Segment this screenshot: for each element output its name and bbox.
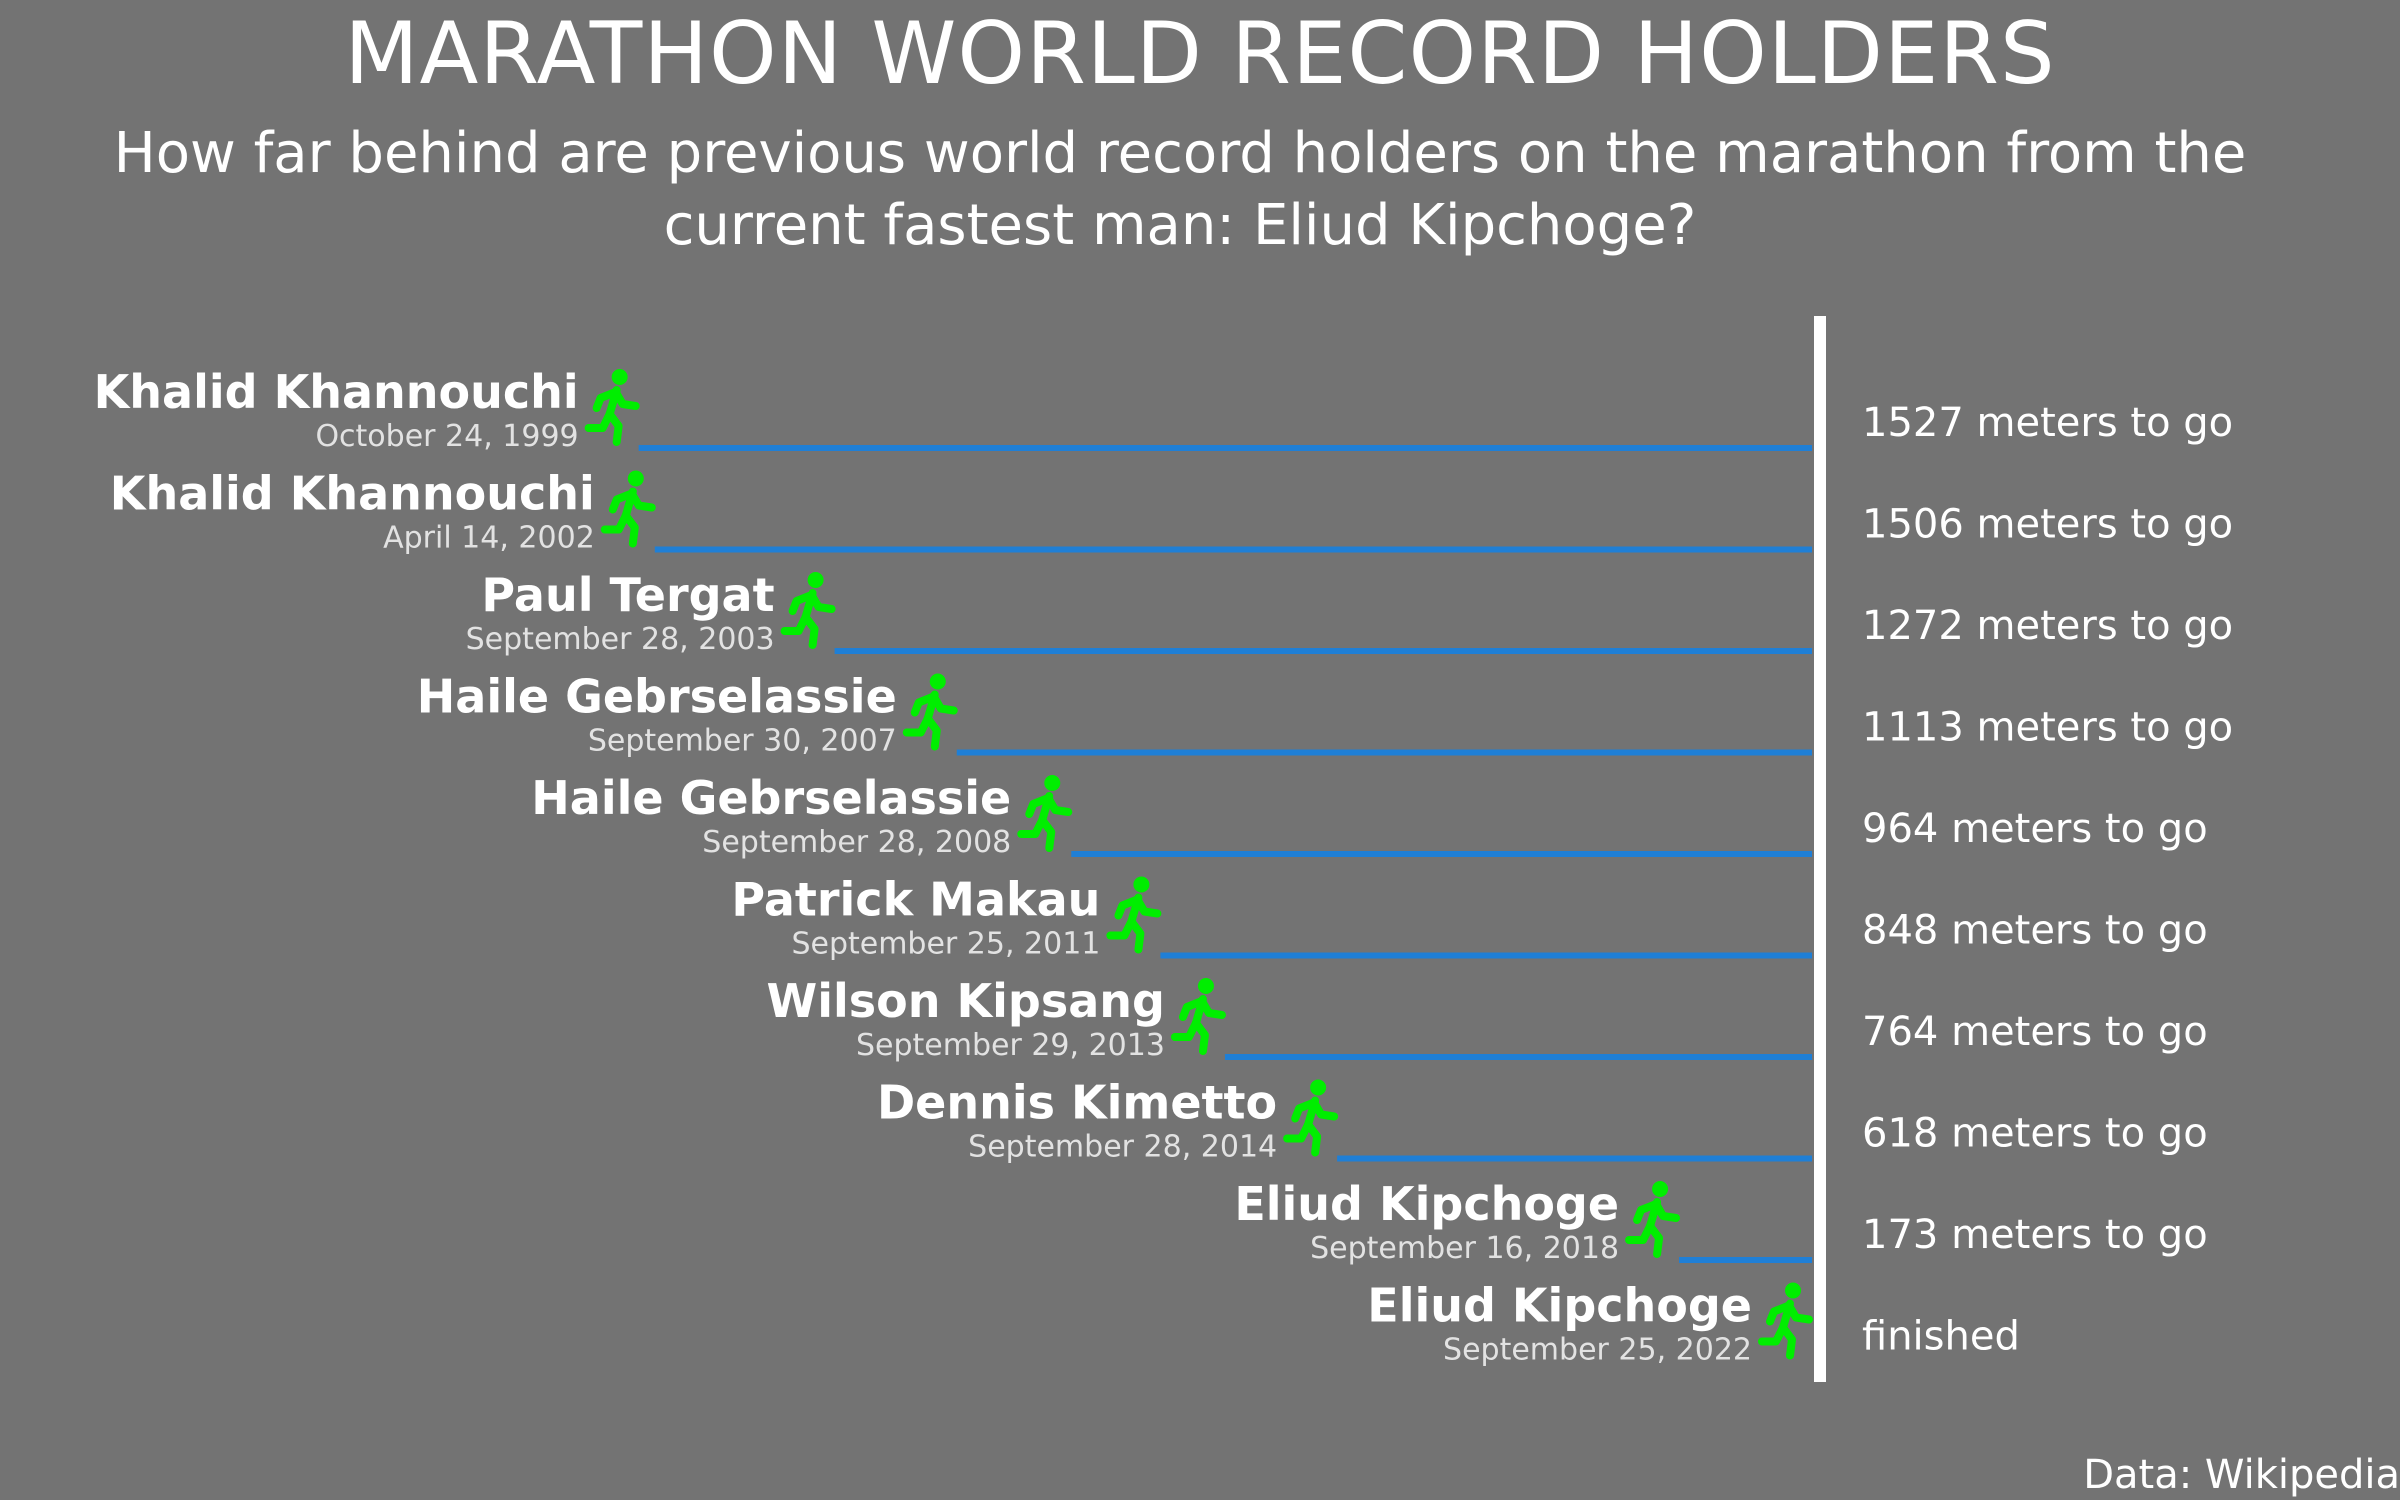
runner-name: Patrick Makau (731, 873, 1100, 927)
gap-label: 1272 meters to go (1862, 603, 2233, 649)
record-date: September 28, 2008 (702, 825, 1011, 860)
record-date: September 28, 2014 (968, 1130, 1277, 1165)
runner-name: Khalid Khannouchi (110, 467, 595, 521)
runner-icon (907, 674, 954, 747)
gap-label: 618 meters to go (1862, 1111, 2208, 1157)
runner-icon (1629, 1182, 1676, 1255)
runner-icon (1762, 1283, 1809, 1356)
source-note: Data: Wikipedia (2083, 1452, 2400, 1498)
runner-icon (605, 471, 652, 544)
gap-label: 1113 meters to go (1862, 705, 2233, 751)
gap-label: 173 meters to go (1862, 1212, 2208, 1258)
chart-subtitle: How far behind are previous world record… (113, 121, 2247, 258)
record-date: April 14, 2002 (383, 521, 595, 556)
gap-label: 1506 meters to go (1862, 502, 2233, 548)
gap-label: 848 meters to go (1862, 908, 2208, 954)
runner-name: Haile Gebrselassie (531, 771, 1011, 825)
record-date: October 24, 1999 (315, 419, 578, 454)
runner-icon (1287, 1080, 1334, 1153)
runner-icon (589, 370, 636, 443)
runner-name: Eliud Kipchoge (1367, 1279, 1752, 1333)
record-date: September 28, 2003 (466, 622, 775, 657)
runner-name: Khalid Khannouchi (94, 365, 579, 419)
gap-label: 764 meters to go (1862, 1009, 2208, 1055)
record-date: September 29, 2013 (856, 1028, 1165, 1063)
runner-name: Paul Tergat (481, 568, 774, 622)
record-date: September 30, 2007 (588, 724, 897, 759)
runner-name: Wilson Kipsang (766, 974, 1164, 1028)
runner-icon (785, 573, 832, 646)
gap-label: 1527 meters to go (1862, 400, 2233, 446)
record-date: September 25, 2011 (791, 927, 1100, 962)
gap-label: finished (1862, 1314, 2020, 1360)
record-date: September 16, 2018 (1310, 1231, 1619, 1266)
runner-name: Dennis Kimetto (877, 1076, 1277, 1130)
runner-icon (1110, 877, 1157, 950)
runner-icon (1021, 776, 1068, 849)
chart-title: MARATHON WORLD RECORD HOLDERS (344, 4, 2056, 104)
lines-layer (638, 445, 1812, 1263)
gap-label: 964 meters to go (1862, 806, 2208, 852)
runner-name: Eliud Kipchoge (1234, 1177, 1619, 1231)
record-date: September 25, 2022 (1443, 1333, 1752, 1368)
runner-icon (1175, 979, 1222, 1052)
runners-layer (589, 370, 1809, 1356)
runner-name: Haile Gebrselassie (417, 670, 897, 724)
